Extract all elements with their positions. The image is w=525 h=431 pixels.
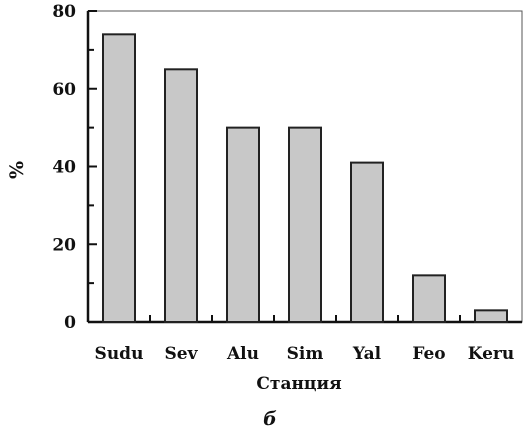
bar-sudu — [102, 33, 136, 323]
bar-keru — [474, 309, 508, 323]
x-tick-label: Feo — [412, 344, 445, 364]
x-axis-labels: Sudu Sev Alu Sim Yal Feo Keru — [95, 315, 515, 364]
bars-group — [102, 33, 508, 324]
bar-sev — [164, 68, 198, 323]
y-tick-label: 80 — [52, 2, 76, 22]
y-axis-title: % — [6, 161, 28, 179]
bar-sim — [288, 126, 322, 323]
x-tick-label: Sudu — [95, 344, 144, 364]
x-tick-label: Sev — [165, 344, 199, 364]
bar-feo — [412, 274, 446, 324]
bar-alu — [226, 126, 260, 323]
x-tick-label: Sim — [287, 344, 324, 364]
x-tick-label: Alu — [226, 344, 259, 364]
y-tick-label: 60 — [52, 80, 76, 100]
y-tick-label: 40 — [52, 158, 76, 178]
panel-label: б — [263, 408, 277, 430]
bar-yal — [350, 161, 384, 323]
x-axis-title: Станция — [256, 374, 341, 394]
x-tick-label: Keru — [468, 344, 515, 364]
y-tick-label: 0 — [64, 313, 76, 333]
x-tick-label: Yal — [352, 344, 382, 364]
y-tick-label: 20 — [52, 235, 76, 255]
y-axis-ticks: 0 20 40 60 80 — [52, 2, 97, 333]
